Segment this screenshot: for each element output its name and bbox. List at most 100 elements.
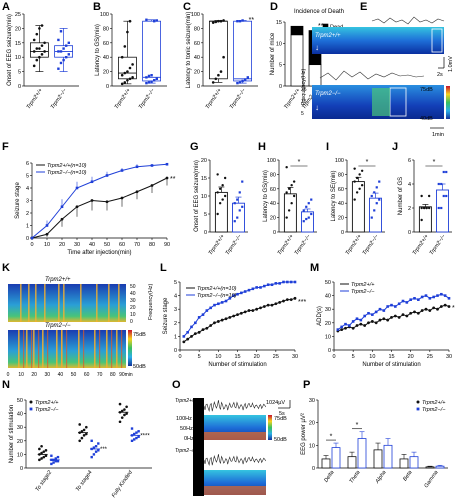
y-tick-label: 100 [335,158,344,164]
y-tick-label: 0 [197,84,200,90]
data-point [428,297,432,300]
panel-label-e: E [360,1,367,13]
x-tick-label: 0 [30,242,33,248]
y-tick-label: 5 [204,212,207,218]
freq-tick-o-2: 50Hz [180,426,193,432]
bar [425,466,435,469]
data-point [344,326,347,330]
data-point [224,317,228,321]
data-point [397,302,401,306]
panel-label-o: O [172,379,181,391]
eeg-trace-o-wt [203,400,267,412]
data-point [197,316,201,319]
data-point [353,198,356,201]
data-point [216,191,219,194]
data-point [390,303,393,307]
x-tick-label: 30 [292,354,298,360]
data-point [290,202,293,205]
data-point [228,315,232,319]
legend-label: Trpm2+/+(n=10) [197,286,237,292]
panel-e-eeg: Trpm2+/+ ↓ Trpm2−/− ↓ Frequency(Hz) 25 1… [301,16,454,138]
seizure-event-stripe [33,330,35,368]
data-point [217,73,220,77]
cbar-max-e: 75dB [420,87,433,93]
data-point [378,318,382,322]
data-point [436,294,439,297]
y-tick-label: 10 [201,194,207,200]
data-point [420,309,424,312]
y-tick-label: 3 [174,307,177,313]
data-point [359,318,363,322]
y-axis-label: Number of GS [398,177,404,215]
x-category-label: Trpm2−/− [50,87,69,110]
spectrogram-activity-ko [372,88,390,116]
data-point [255,307,259,311]
chart-title: Incidence of Death [294,9,344,15]
time-tick-k: 10 [18,372,24,378]
stacked-bar-segment [290,25,304,36]
data-point [131,76,134,79]
box-iqr [208,20,228,80]
data-point [255,286,258,289]
data-point [92,453,96,456]
data-point [353,180,356,183]
data-point [54,460,57,463]
bar [435,465,445,469]
data-point [437,206,440,210]
stacked-bar-segment [308,64,322,87]
data-point [60,205,64,209]
freq-tick-k: 30 [130,298,136,304]
seizure-event-stripe [28,284,30,322]
bar [331,447,341,469]
y-tick-label: 15 [276,20,282,26]
freq-tick-k: 0 [130,319,133,325]
data-point [239,311,243,315]
data-point [442,170,445,174]
data-point [238,191,241,194]
y-tick-label: 80 [270,172,276,178]
label-k-wt: Trpm2+/+ [45,277,71,283]
data-point [65,56,68,59]
bar [283,193,297,233]
data-point [193,332,197,336]
bar [214,191,228,233]
freq-tick-e-2: 15 [301,99,307,105]
data-point [289,298,293,302]
data-point [59,30,63,33]
data-point [224,299,228,303]
data-point [165,176,169,180]
x-tick-label: 70 [134,242,140,248]
data-point [401,299,405,303]
data-point [80,429,84,433]
data-point [386,318,390,322]
bar [373,449,383,469]
panel-label-h: H [258,141,266,153]
time-tick-k: 30 [45,372,51,378]
data-point [201,328,205,331]
data-point [236,198,239,201]
x-axis-label: Number of stimulation [362,362,420,368]
data-point [128,77,132,81]
data-point [130,439,134,442]
seizure-event-stripe [121,330,123,368]
data-point [80,436,84,440]
y-tick-label: 2 [408,206,411,212]
data-point [270,283,274,287]
y-tick-label: 40 [17,412,23,418]
data-point [197,330,201,334]
legend-label: Trpm2+/+(n=10) [47,163,87,169]
data-point [123,45,127,48]
data-point [241,205,244,208]
data-point [147,81,151,84]
significance-label: * [452,305,455,312]
seizure-event-stripe [44,284,46,322]
data-point [38,447,41,451]
y-axis-label: Number of stimulation [9,405,15,463]
data-point [378,198,381,201]
data-point [90,455,93,459]
data-point [370,216,373,219]
y-tick-label: 20 [103,70,109,76]
y-axis-label: Latency to GS(min) [95,24,101,76]
data-point [236,216,239,219]
y-tick-label: 4 [174,294,177,300]
